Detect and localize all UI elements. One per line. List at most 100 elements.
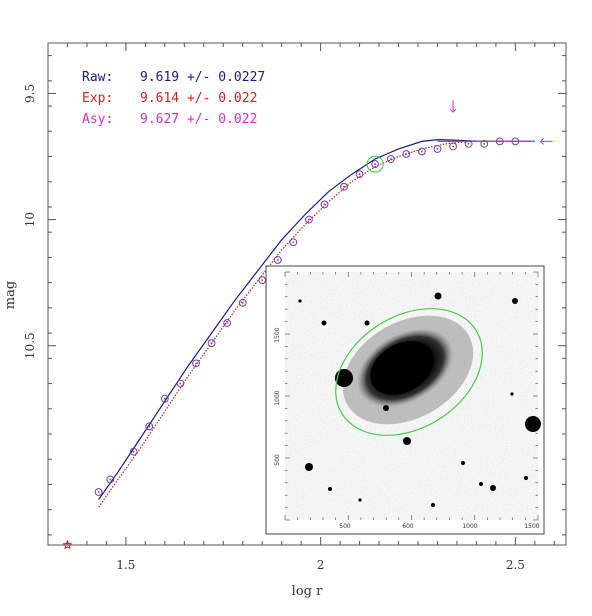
data-point-center — [261, 279, 264, 282]
star-marker — [62, 539, 73, 550]
data-point-center — [241, 301, 244, 304]
data-point — [192, 359, 200, 368]
star-9 — [364, 320, 370, 326]
data-point-center — [179, 382, 182, 385]
star-8 — [490, 485, 496, 491]
star-17 — [510, 392, 514, 396]
inset-x-tick-label-2: 600 — [402, 523, 414, 530]
data-point-center — [483, 143, 486, 145]
data-point — [495, 137, 504, 146]
star-3 — [434, 292, 442, 300]
data-point-center — [452, 145, 454, 148]
star-15 — [431, 503, 435, 507]
data-point — [289, 238, 298, 247]
star-5 — [305, 463, 313, 471]
star-13 — [479, 482, 483, 486]
inset-x-tick-label-3: 1000 — [462, 523, 477, 530]
data-point — [238, 298, 247, 307]
star-1 — [335, 369, 353, 387]
data-point — [305, 215, 313, 224]
data-point-center — [405, 153, 408, 155]
data-point-center — [467, 143, 470, 145]
data-point — [223, 319, 232, 327]
x-tick-label: 2.5 — [506, 558, 525, 572]
inset-galaxy-image: 500 600 1000 1500 1500 1000 500 — [265, 265, 545, 535]
star-4 — [403, 437, 411, 445]
legend-raw-label: Raw: — [82, 70, 113, 85]
star-6 — [512, 298, 518, 304]
data-point-center — [226, 322, 229, 324]
legend-exp-value: 9.614 +/- 0.022 — [140, 91, 257, 106]
data-point — [371, 160, 380, 168]
plot-frame — [47, 42, 567, 546]
data-point-center — [163, 397, 166, 400]
data-point-center — [420, 150, 423, 153]
data-point — [464, 140, 473, 148]
down-arrow-head — [449, 108, 457, 113]
data-point — [355, 170, 364, 179]
left-arrow-head — [539, 138, 544, 145]
data-point — [402, 150, 411, 158]
aperture-ellipse — [335, 308, 483, 436]
data-point — [176, 379, 185, 388]
data-point — [160, 394, 169, 403]
data-point — [511, 137, 520, 146]
data-point — [145, 422, 154, 431]
data-point — [340, 182, 348, 191]
star-18 — [358, 498, 362, 502]
data-point-center — [109, 478, 112, 481]
data-points — [62, 137, 520, 550]
legend-exp-label: Exp: — [82, 91, 113, 106]
x-axis-title: log r — [292, 584, 323, 599]
annotations — [366, 100, 553, 173]
data-point — [480, 140, 489, 148]
data-point-center — [323, 203, 326, 206]
galaxy-core — [370, 341, 434, 395]
star-16 — [298, 299, 302, 303]
y-axis-title: mag — [3, 281, 18, 309]
data-point-center — [343, 185, 345, 188]
data-point-center — [276, 259, 279, 261]
data-point — [433, 145, 442, 153]
data-point-center — [436, 148, 439, 150]
star-12 — [524, 476, 528, 480]
star-14 — [328, 487, 332, 491]
x-tick-label: 2 — [317, 558, 325, 572]
data-point-center — [132, 450, 135, 453]
legend: Raw: 9.619 +/- 0.0227 Exp: 9.614 +/- 0.0… — [82, 70, 265, 127]
data-point-center — [210, 342, 213, 345]
y-tick-label: 9.5 — [23, 84, 37, 103]
data-point — [386, 155, 395, 163]
data-point — [320, 200, 329, 209]
data-point-center — [514, 140, 517, 143]
data-point-center — [358, 173, 361, 176]
marker-green-circle — [366, 155, 384, 173]
inset-ticks — [284, 271, 539, 521]
data-point-center — [308, 218, 310, 221]
inset-y-tick-label-3: 500 — [274, 454, 281, 466]
data-point — [449, 142, 457, 151]
data-point-center — [374, 163, 377, 165]
star-11 — [461, 461, 465, 465]
star-7 — [383, 405, 389, 411]
inset-x-tick-label-4: 1500 — [524, 523, 539, 530]
data-point — [94, 488, 103, 496]
legend-asy-value: 9.627 +/- 0.022 — [140, 112, 257, 127]
y-tick-label: 10.5 — [23, 332, 37, 359]
y-tick-label: 10 — [23, 212, 37, 227]
star-10 — [321, 320, 327, 326]
data-point-center — [148, 425, 151, 428]
data-point — [273, 256, 282, 264]
data-point-center — [389, 158, 392, 160]
data-point — [129, 447, 138, 456]
data-point-center — [498, 140, 501, 143]
legend-raw-value: 9.619 +/- 0.0227 — [140, 70, 265, 85]
axis-ticks: 1.5 2 2.5 9.5 10 10.5 — [23, 43, 566, 572]
x-tick-label: 1.5 — [116, 558, 135, 572]
data-point-center — [97, 491, 100, 493]
data-point — [417, 147, 426, 156]
data-point — [207, 339, 216, 348]
star-2 — [525, 416, 541, 432]
inset-y-tick-label-2: 1000 — [274, 390, 281, 405]
